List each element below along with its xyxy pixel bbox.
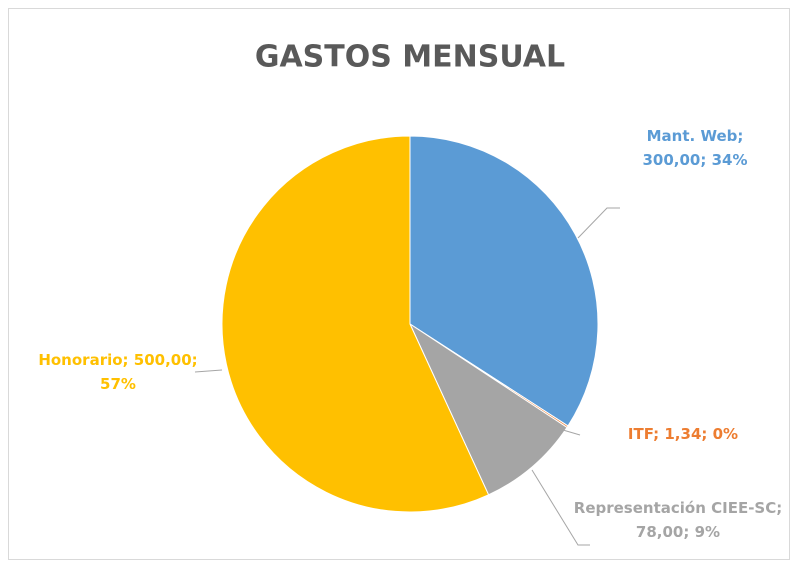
label-percent: 34% (711, 151, 748, 169)
label-value: 300,00 (642, 151, 701, 169)
leader-line (194, 369, 223, 373)
leader-lines (194, 207, 620, 546)
chart-title: GASTOS MENSUAL (255, 40, 565, 75)
data-label: Honorario; 500,00; 57% (38, 348, 198, 396)
label-category: Honorario (38, 351, 123, 369)
label-separator: ; (776, 499, 783, 517)
label-separator: ; (701, 425, 708, 443)
data-label: Representación CIEE-SC; 78,00; 9% (573, 496, 783, 544)
label-separator: ; (700, 151, 707, 169)
data-label: Mant. Web; 300,00; 34% (620, 124, 770, 172)
label-percent: 9% (694, 523, 721, 541)
label-category: Mant. Web (646, 127, 738, 145)
label-separator: ; (737, 127, 744, 145)
label-separator: ; (683, 523, 690, 541)
label-separator: ; (653, 425, 660, 443)
label-percent: 0% (712, 425, 739, 443)
label-value: 1,34 (664, 425, 702, 443)
leader-line (577, 207, 620, 239)
leader-line (531, 469, 590, 546)
label-separator: ; (191, 351, 198, 369)
pie-slice (409, 135, 599, 427)
leader-line (562, 429, 581, 436)
label-percent: 57% (100, 375, 136, 393)
pie-slice (221, 135, 490, 513)
label-category: Representación CIEE-SC (573, 499, 777, 517)
label-category: ITF (627, 425, 654, 443)
data-label: ITF; 1,34; 0% (583, 422, 783, 446)
label-value: 500,00 (133, 351, 192, 369)
label-value: 78,00 (635, 523, 684, 541)
slices (221, 135, 599, 513)
label-separator: ; (122, 351, 129, 369)
